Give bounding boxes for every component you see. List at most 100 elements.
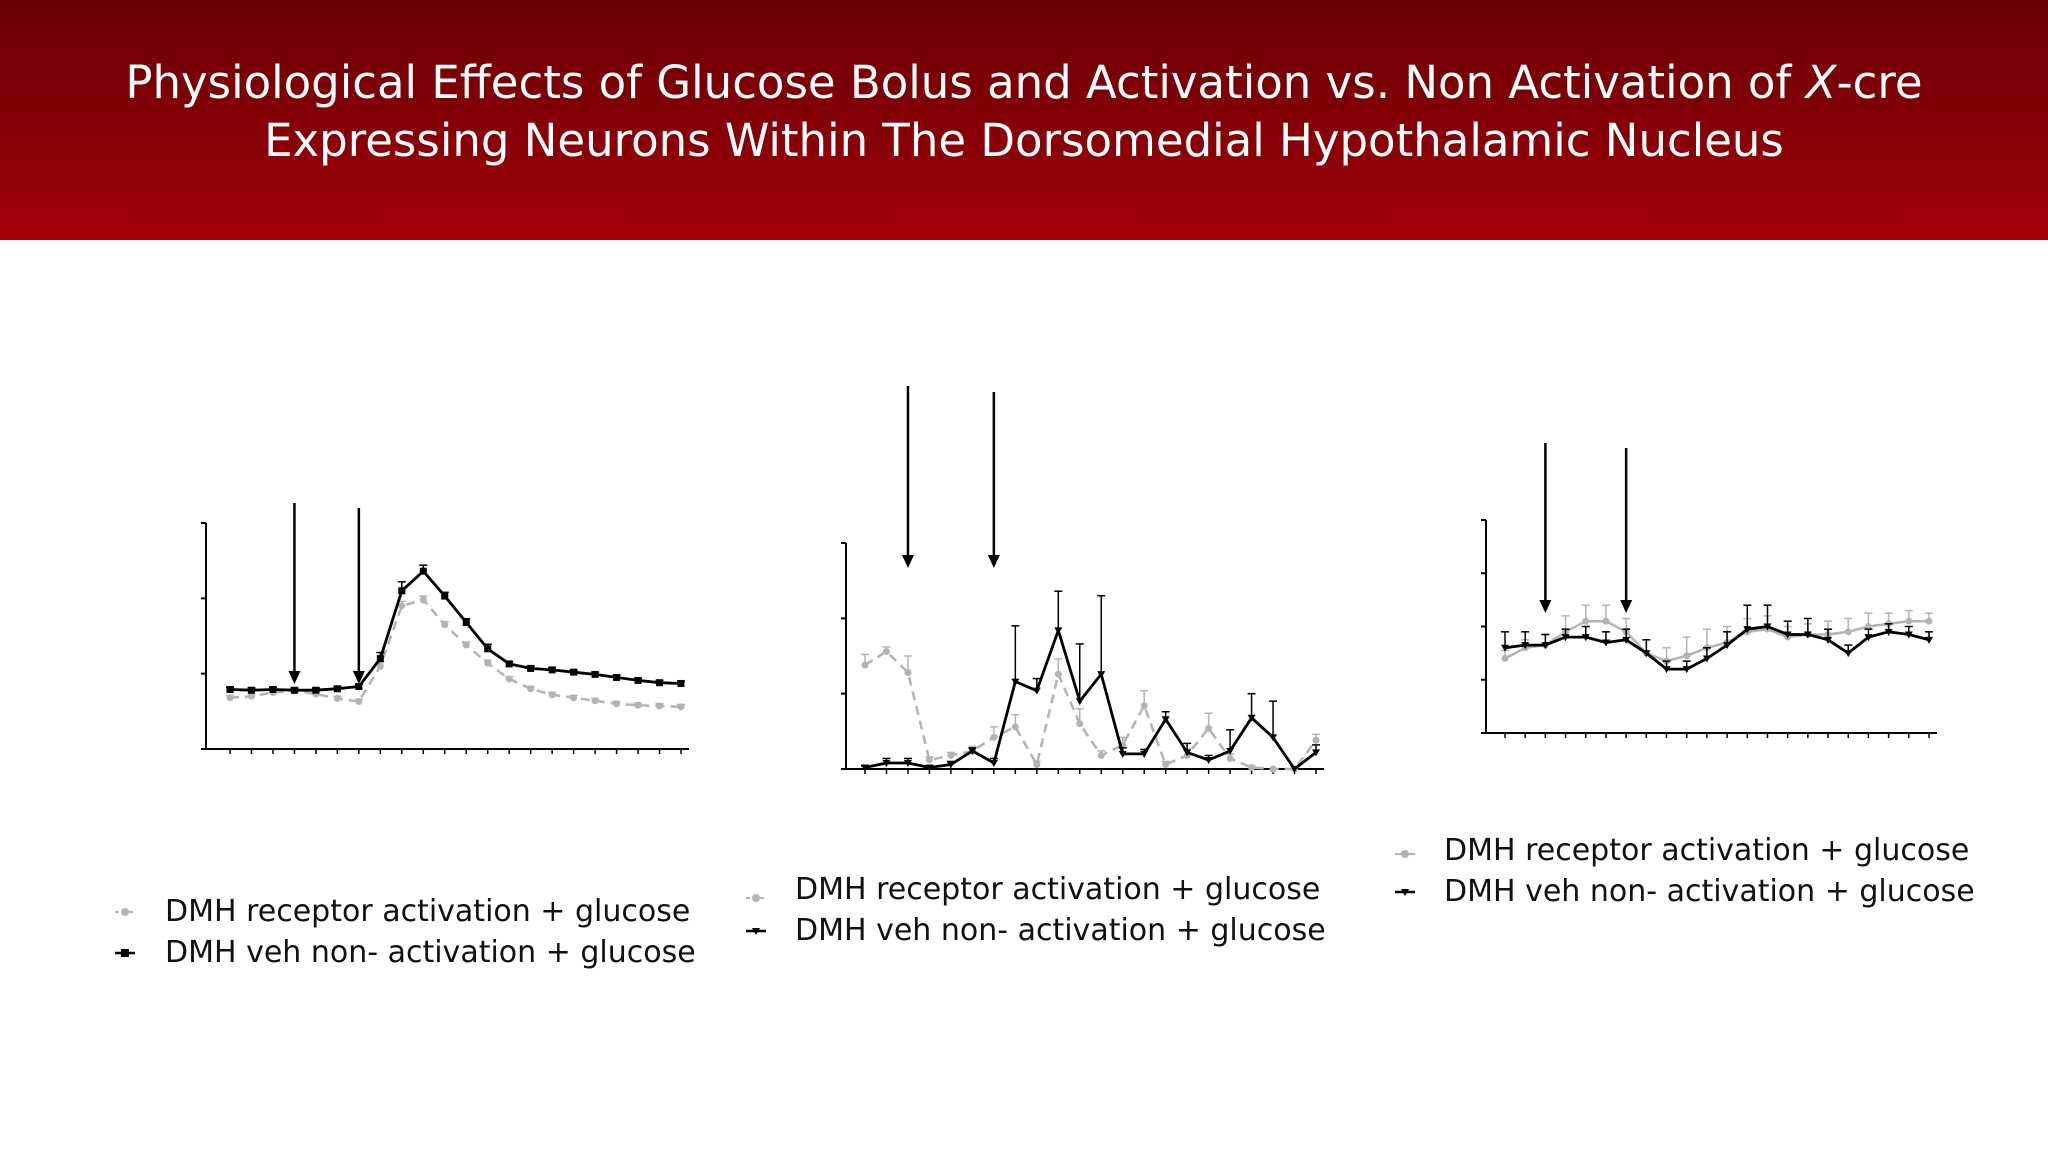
data-point <box>247 686 255 694</box>
data-point <box>1783 631 1792 639</box>
annotation-arrow-head <box>1620 600 1633 613</box>
legend-item-gray: DMH receptor activation + glucose <box>110 891 696 932</box>
data-point <box>1162 760 1170 768</box>
data-point <box>1140 702 1148 710</box>
data-point <box>925 764 934 772</box>
data-point <box>548 691 556 699</box>
data-point <box>1161 716 1170 724</box>
data-point <box>1683 652 1691 660</box>
legend-item-black: DMH veh non- activation + glucose <box>1390 871 1975 912</box>
series-line <box>864 628 1317 771</box>
slide-title: Physiological Effects of Glucose Bolus a… <box>0 54 2048 170</box>
series-line <box>229 598 682 709</box>
data-point <box>1925 617 1933 625</box>
data-point <box>247 692 255 700</box>
data-point <box>947 751 955 759</box>
data-point <box>1312 736 1320 744</box>
data-point <box>1312 749 1320 757</box>
series-line <box>1504 625 1930 671</box>
gray-series-marker-icon <box>1395 850 1415 858</box>
data-point <box>946 761 955 769</box>
data-point <box>968 747 977 755</box>
data-point <box>990 733 998 741</box>
data-point <box>1011 678 1020 686</box>
black-series-marker-icon <box>746 928 766 935</box>
data-point <box>1097 671 1106 679</box>
legend-glucose: DMH receptor activation + glucose DMH ve… <box>110 891 696 973</box>
data-point <box>1118 750 1127 758</box>
legend-label-black: DMH veh non- activation + glucose <box>1444 874 1975 909</box>
data-point <box>591 697 599 705</box>
data-point <box>1248 763 1256 771</box>
data-point <box>355 698 363 706</box>
data-point <box>1032 687 1041 695</box>
annotation-arrow-head <box>352 671 365 684</box>
data-point <box>1925 636 1933 644</box>
title-line-2: Expressing Neurons Within The Dorsomedia… <box>264 114 1784 167</box>
data-point <box>484 659 492 667</box>
data-point <box>1884 628 1893 636</box>
data-point <box>269 685 277 693</box>
data-point <box>1662 666 1671 674</box>
data-point <box>1864 634 1873 642</box>
data-point <box>1226 747 1235 755</box>
legend-temp: DMH receptor activation + glucose DMH ve… <box>1390 830 1975 912</box>
annotation-arrow-head <box>901 555 914 568</box>
title-banner <box>0 0 2048 240</box>
data-point <box>527 664 535 672</box>
data-point <box>1561 634 1570 642</box>
data-point <box>613 673 621 681</box>
data-point <box>312 686 320 694</box>
data-point <box>1844 628 1852 636</box>
legend-activity: DMH receptor activation + glucose DMH ve… <box>741 869 1326 951</box>
data-point <box>226 694 234 702</box>
data-point <box>462 618 470 626</box>
data-point <box>1582 617 1590 625</box>
data-point <box>1290 766 1299 773</box>
data-point <box>398 587 406 595</box>
data-point <box>1140 750 1149 758</box>
data-point <box>441 621 449 629</box>
data-point <box>1204 756 1213 764</box>
data-point <box>677 703 685 711</box>
data-point <box>1905 617 1913 625</box>
gray-series-marker-icon <box>115 908 135 916</box>
data-point <box>1033 760 1041 768</box>
data-point <box>355 682 363 690</box>
data-point <box>861 764 869 772</box>
data-point <box>570 668 578 676</box>
data-point <box>462 641 470 649</box>
data-point <box>1682 666 1691 674</box>
data-point <box>1743 626 1752 634</box>
data-point <box>1226 754 1234 762</box>
data-point <box>1521 642 1530 650</box>
data-point <box>677 679 685 687</box>
data-point <box>904 669 912 677</box>
legend-item-black: DMH veh non- activation + glucose <box>110 932 696 973</box>
legend-item-black: DMH veh non- activation + glucose <box>741 910 1326 951</box>
data-point <box>333 695 341 703</box>
series-black <box>1501 604 1933 674</box>
data-point <box>634 676 642 684</box>
data-point <box>1501 644 1509 652</box>
legend-label-black: DMH veh non- activation + glucose <box>165 935 696 970</box>
data-point <box>570 694 578 702</box>
data-point <box>1247 714 1256 722</box>
series-line <box>229 569 682 692</box>
data-point <box>861 661 869 669</box>
data-point <box>1581 634 1590 642</box>
data-point <box>484 645 492 653</box>
data-point <box>989 759 998 767</box>
legend-label-black: DMH veh non- activation + glucose <box>795 913 1326 948</box>
data-point <box>882 759 891 767</box>
data-point <box>613 700 621 708</box>
data-point <box>419 596 427 604</box>
data-point <box>925 756 933 764</box>
series-line <box>864 650 1317 771</box>
data-point <box>376 662 384 670</box>
data-point <box>903 759 912 767</box>
data-point <box>1723 642 1732 650</box>
data-point <box>226 685 234 693</box>
core-temp-chart <box>1481 443 1937 738</box>
data-point <box>1054 670 1062 678</box>
